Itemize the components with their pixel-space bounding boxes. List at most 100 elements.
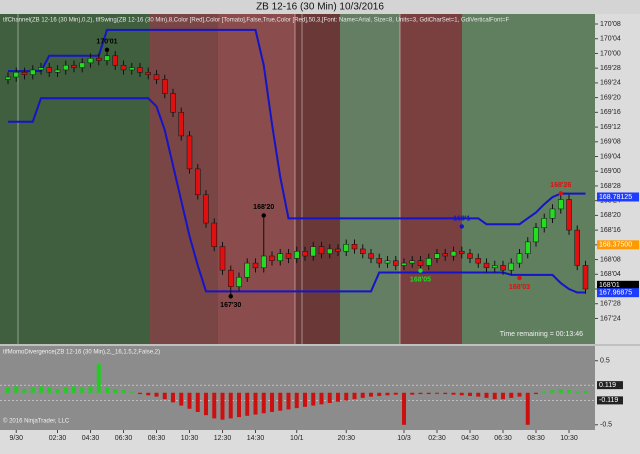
candle-body <box>393 260 399 266</box>
momentum-bar <box>344 392 349 401</box>
momentum-bar <box>352 392 357 400</box>
y-tick-label: 169'12 <box>600 124 621 131</box>
momentum-bar <box>245 392 250 416</box>
swing-point <box>104 47 110 52</box>
candle-body <box>71 64 77 68</box>
panel-divider <box>0 344 640 346</box>
momentum-bar <box>402 392 406 425</box>
swing-label: 170'01 <box>96 39 117 46</box>
candle-body <box>343 243 349 252</box>
candle-body <box>434 253 440 259</box>
candle-body <box>409 260 415 264</box>
price-marker-label: 168.78125 <box>599 194 632 201</box>
momentum-bar <box>468 392 472 396</box>
price-marker-label: 167.96875 <box>599 290 632 297</box>
swing-label: 168'20 <box>253 204 274 211</box>
y-tick-label: 169'16 <box>600 109 621 116</box>
x-tick-label: 08:30 <box>148 435 166 442</box>
candle-body <box>442 253 448 257</box>
level-marker-label: -0.119 <box>599 397 618 404</box>
y-tick-label: 169'08 <box>600 139 621 146</box>
momentum-bar <box>105 387 109 393</box>
momentum-bar <box>113 388 118 393</box>
time-axis <box>0 430 595 454</box>
momentum-bar <box>14 386 19 393</box>
swing-label: 168'1 <box>453 215 470 222</box>
momentum-bar <box>435 392 439 394</box>
candle-body <box>459 251 465 254</box>
candle-body <box>500 265 506 271</box>
candle-body <box>450 251 457 257</box>
candle-body <box>285 253 292 259</box>
zone <box>462 14 595 344</box>
y-tick-label: 168'16 <box>600 227 621 234</box>
momentum-bar <box>146 392 151 396</box>
candle-body <box>219 246 226 271</box>
y-tick-label: 169'28 <box>600 65 621 72</box>
candle-body <box>145 72 151 75</box>
swing-label: 168'05 <box>410 276 431 283</box>
candle-body <box>558 199 564 210</box>
momentum-bar <box>327 392 332 404</box>
swing-label: 168'03 <box>509 284 530 291</box>
candle-body <box>21 72 28 75</box>
candle-body <box>483 262 490 269</box>
channel-line <box>8 97 586 294</box>
momentum-bar <box>377 392 382 396</box>
swing-point <box>228 294 233 299</box>
candle-body <box>252 262 259 269</box>
candle-body <box>426 258 432 266</box>
momentum-bar <box>47 387 52 393</box>
candle-body <box>417 260 424 266</box>
candle-body <box>302 251 308 257</box>
momentum-bar <box>303 392 307 407</box>
momentum-bar <box>360 392 365 398</box>
swing-point <box>261 213 266 218</box>
x-tick-label: 10/1 <box>290 435 304 442</box>
momentum-bar <box>30 387 35 393</box>
y-tick-label: 170'00 <box>600 50 621 57</box>
momentum-bar <box>542 391 547 393</box>
x-tick-label: 06:30 <box>494 435 512 442</box>
momentum-bar <box>369 392 373 397</box>
y-tick-label: 169'04 <box>600 153 621 160</box>
price-marker <box>597 240 639 250</box>
momentum-bar <box>583 390 588 393</box>
momentum-bar <box>63 387 68 393</box>
y-tick-label: 168'20 <box>600 212 621 219</box>
candle-body <box>360 248 366 254</box>
momentum-bar <box>154 392 159 397</box>
momentum-bar <box>96 363 101 393</box>
candle-body <box>310 246 316 257</box>
momentum-bar <box>336 392 340 402</box>
candle-body <box>5 76 11 80</box>
x-tick-label: 20:30 <box>337 435 355 442</box>
swing-label: 168'26 <box>550 182 571 189</box>
momentum-bar <box>484 392 489 398</box>
candle-body <box>63 64 69 71</box>
momentum-bar <box>311 392 316 406</box>
x-tick-label: 02:30 <box>428 435 446 442</box>
candle-body <box>335 248 341 252</box>
momentum-bar <box>385 392 390 396</box>
price-marker <box>597 192 639 202</box>
candle-body <box>170 93 176 113</box>
candle-body <box>162 79 168 94</box>
y-tick-label: 167'24 <box>600 315 621 322</box>
momentum-bar <box>121 390 126 393</box>
candle-body <box>533 227 539 243</box>
candle-body <box>87 57 94 64</box>
momentum-bar <box>534 392 538 395</box>
candle-body <box>228 269 234 287</box>
momentum-bar <box>72 386 76 393</box>
swing-point <box>459 224 464 229</box>
momentum-bar <box>558 388 563 393</box>
level-marker-label: 0.119 <box>599 382 616 389</box>
candle-body <box>129 67 135 71</box>
swing-point <box>558 191 563 196</box>
x-tick-label: 08:30 <box>527 435 545 442</box>
candle-body <box>104 55 110 61</box>
candle-body <box>541 218 547 229</box>
y-tick-label: 169'24 <box>600 80 621 87</box>
momentum-bar <box>459 392 464 396</box>
